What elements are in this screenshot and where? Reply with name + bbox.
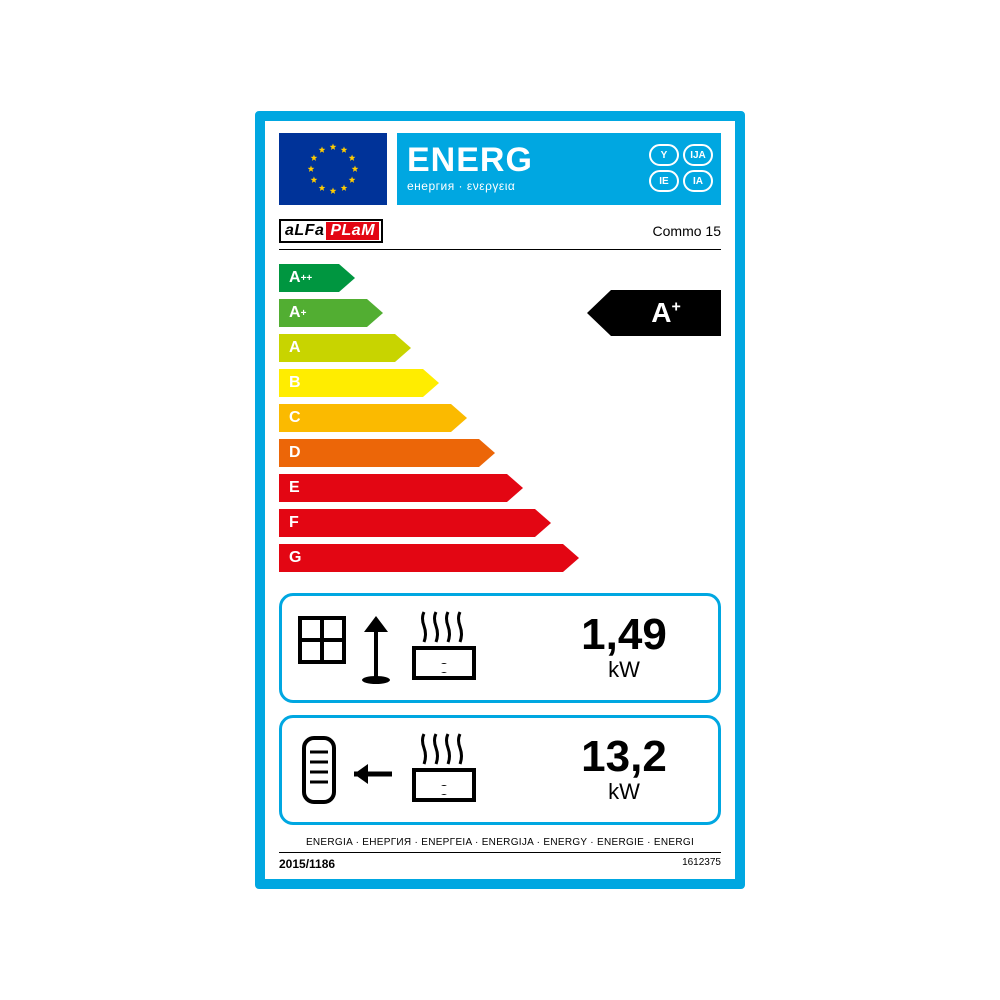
footer-words: ENERGIA · ЕНЕРГИЯ · ΕΝΕΡΓΕΙΑ · ENERGIJA … bbox=[279, 837, 721, 848]
energ-banner: ENERG енергия · ενεργεια YIJAIEIA bbox=[397, 133, 721, 205]
energ-badge: Y bbox=[649, 144, 679, 166]
scale-arrow-E: E bbox=[279, 474, 523, 502]
scale-arrow-Aplusplus: A++ bbox=[279, 264, 355, 292]
model-name: Commo 15 bbox=[653, 223, 721, 239]
room_heat-icon bbox=[296, 608, 544, 688]
metric-value: 1,49 bbox=[544, 613, 704, 657]
scale-arrow-A: A bbox=[279, 334, 411, 362]
metric-value: 13,2 bbox=[544, 735, 704, 779]
eu-flag-icon bbox=[279, 133, 387, 205]
product-class-marker: A+ bbox=[587, 290, 721, 336]
scale-arrow-B: B bbox=[279, 369, 439, 397]
scale-arrow-G: G bbox=[279, 544, 579, 572]
metric-room_heat: 1,49kW bbox=[279, 593, 721, 703]
manufacturer-logo: aLFa PLaM bbox=[279, 219, 383, 243]
manufacturer-part-a: aLFa bbox=[283, 222, 326, 240]
manufacturer-row: aLFa PLaM Commo 15 bbox=[279, 219, 721, 243]
energ-badges: YIJAIEIA bbox=[649, 144, 713, 192]
product-class-text: A+ bbox=[651, 297, 681, 329]
scale-arrow-Aplus: A+ bbox=[279, 299, 383, 327]
scale-arrow-F: F bbox=[279, 509, 551, 537]
divider bbox=[279, 249, 721, 250]
energ-badge: IE bbox=[649, 170, 679, 192]
metric-unit: kW bbox=[544, 779, 704, 805]
footer-row: 2015/1186 1612375 bbox=[279, 852, 721, 871]
serial: 1612375 bbox=[682, 857, 721, 871]
manufacturer-part-b: PLaM bbox=[326, 222, 379, 240]
header: ENERG енергия · ενεργεια YIJAIEIA bbox=[279, 133, 721, 205]
scale-arrow-D: D bbox=[279, 439, 495, 467]
energ-subtitle: енергия · ενεργεια bbox=[407, 179, 645, 193]
water_heat-icon bbox=[296, 730, 544, 810]
scale-arrow-C: C bbox=[279, 404, 467, 432]
energ-title: ENERG bbox=[407, 143, 645, 177]
energ-badge: IJA bbox=[683, 144, 713, 166]
metric-water_heat: 13,2kW bbox=[279, 715, 721, 825]
metric-unit: kW bbox=[544, 657, 704, 683]
energy-label: ENERG енергия · ενεργεια YIJAIEIA aLFa P… bbox=[255, 111, 745, 889]
energ-badge: IA bbox=[683, 170, 713, 192]
regulation: 2015/1186 bbox=[279, 857, 335, 871]
efficiency-scale: A++ A+ ABCDEFG A+ bbox=[279, 264, 721, 579]
